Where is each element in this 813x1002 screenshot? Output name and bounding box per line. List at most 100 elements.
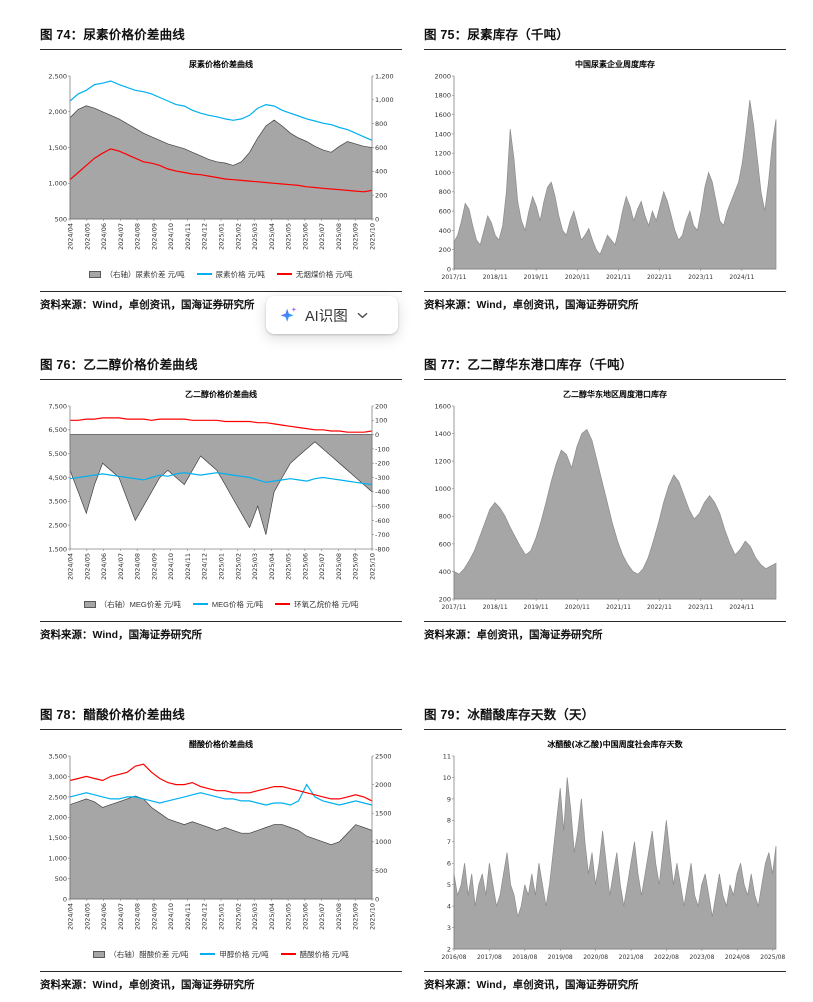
svg-text:800: 800 <box>439 513 451 521</box>
svg-text:2017/08: 2017/08 <box>477 954 502 961</box>
line-legend-marker <box>196 273 212 275</box>
figure-79: 图 79：冰醋酸库存天数（天） 冰醋酸(冰乙酸)中国周度社会库存天数 2 3 4 5 6 7… <box>424 700 786 992</box>
svg-text:2: 2 <box>447 945 451 953</box>
legend-label: 醋酸价格 元/吨 <box>299 949 349 959</box>
svg-text:2024/12: 2024/12 <box>201 553 209 580</box>
svg-text:2025/03: 2025/03 <box>251 553 259 580</box>
svg-text:1000: 1000 <box>375 838 392 846</box>
svg-text:2024/11: 2024/11 <box>184 223 192 250</box>
figure-76-chart: 乙二醇价格价差曲线 1,500 2,500 3,500 4,500 5,500 6,500 7… <box>40 386 402 591</box>
figure-74-source: 资料来源：Wind，卓创资讯，国海证券研究所 <box>40 291 402 312</box>
legend-item: MEG价格 元/吨 <box>192 599 263 610</box>
svg-text:0: 0 <box>63 895 67 903</box>
figure-74: 图 74：尿素价格价差曲线 尿素价格价差曲线 500 1,000 1,500 2,000… <box>40 20 402 312</box>
ai-recognize-button[interactable]: AI识图 <box>266 296 398 334</box>
svg-text:-500: -500 <box>375 503 390 511</box>
svg-text:1400: 1400 <box>434 430 451 438</box>
figure-75-chart: 中国尿素企业周度库存 0 200 400 600 800 1000 1200 1400 1600 1… <box>424 56 786 287</box>
svg-text:2025/07: 2025/07 <box>318 223 326 250</box>
legend-item: （右轴）醋酸价差 元/吨 <box>93 949 188 960</box>
svg-text:2019/11: 2019/11 <box>524 604 549 611</box>
svg-text:2021/11: 2021/11 <box>606 604 631 611</box>
figure-79-title: 图 79：冰醋酸库存天数（天） <box>424 700 786 730</box>
figure-77-title: 图 77：乙二醇华东港口库存（千吨） <box>424 350 786 380</box>
figure-77: 图 77：乙二醇华东港口库存（千吨） 乙二醇华东地区周度港口库存 200 400 60… <box>424 350 786 642</box>
svg-text:5,500: 5,500 <box>48 450 67 458</box>
area-legend-marker <box>93 950 106 958</box>
svg-text:2022/11: 2022/11 <box>647 274 672 281</box>
svg-text:400: 400 <box>439 568 451 576</box>
svg-text:2025/02: 2025/02 <box>234 903 242 930</box>
ai-recognize-label: AI识图 <box>305 308 348 325</box>
svg-text:600: 600 <box>439 208 451 216</box>
svg-text:4: 4 <box>447 903 451 911</box>
svg-text:1000: 1000 <box>434 485 451 493</box>
figure-76: 图 76：乙二醇价格价差曲线 乙二醇价格价差曲线 1,500 2,500 3,500 4… <box>40 350 402 642</box>
svg-text:2500: 2500 <box>375 752 392 760</box>
svg-text:3,000: 3,000 <box>48 773 67 781</box>
svg-text:2021/08: 2021/08 <box>619 954 644 961</box>
svg-text:2024/08: 2024/08 <box>725 954 750 961</box>
svg-text:冰醋酸(冰乙酸)中国周度社会库存天数: 冰醋酸(冰乙酸)中国周度社会库存天数 <box>547 739 683 749</box>
figure-75: 图 75：尿素库存（千吨） 中国尿素企业周度库存 0 200 400 600 800 100… <box>424 20 786 312</box>
svg-text:2025/08: 2025/08 <box>335 553 343 580</box>
svg-text:2025/04: 2025/04 <box>268 223 276 250</box>
svg-text:3,500: 3,500 <box>48 498 67 506</box>
svg-text:2024/11: 2024/11 <box>184 553 192 580</box>
svg-text:-400: -400 <box>375 488 390 496</box>
svg-text:2025/08: 2025/08 <box>335 223 343 250</box>
line-legend-marker <box>192 603 208 605</box>
figure-79-chart: 冰醋酸(冰乙酸)中国周度社会库存天数 2 3 4 5 6 7 8 9 10 11 2016/08 201… <box>424 736 786 967</box>
svg-text:2024/09: 2024/09 <box>150 903 158 930</box>
svg-text:3: 3 <box>447 924 451 932</box>
svg-text:2025/08: 2025/08 <box>335 903 343 930</box>
chevron-down-icon[interactable] <box>357 312 368 319</box>
svg-text:200: 200 <box>439 595 451 603</box>
svg-text:1600: 1600 <box>434 402 451 410</box>
svg-text:3,500: 3,500 <box>48 752 67 760</box>
svg-text:2,000: 2,000 <box>48 814 67 822</box>
svg-text:2020/08: 2020/08 <box>583 954 608 961</box>
svg-text:2024/10: 2024/10 <box>167 553 175 580</box>
svg-text:-600: -600 <box>375 517 390 525</box>
svg-text:1,500: 1,500 <box>48 545 67 553</box>
svg-text:0: 0 <box>447 265 451 273</box>
line-legend-marker <box>200 953 216 955</box>
svg-text:2024/12: 2024/12 <box>201 903 209 930</box>
svg-text:2025/06: 2025/06 <box>301 903 309 930</box>
svg-text:2021/11: 2021/11 <box>606 274 631 281</box>
svg-text:600: 600 <box>375 144 387 152</box>
svg-text:100: 100 <box>375 417 387 425</box>
figure-76-source: 资料来源：Wind，国海证券研究所 <box>40 621 402 642</box>
svg-text:2025/03: 2025/03 <box>251 903 259 930</box>
svg-text:0: 0 <box>375 431 379 439</box>
svg-text:2025/10: 2025/10 <box>369 553 377 580</box>
figure-78-source: 资料来源：Wind，卓创资讯，国海证券研究所 <box>40 971 402 992</box>
svg-text:5: 5 <box>447 881 451 889</box>
svg-text:1,000: 1,000 <box>375 96 394 104</box>
figure-77-chart: 乙二醇华东地区周度港口库存 200 400 600 800 1000 1200 1400 160… <box>424 386 786 617</box>
svg-text:1600: 1600 <box>434 111 451 119</box>
svg-text:2024/08: 2024/08 <box>134 223 142 250</box>
svg-text:2017/11: 2017/11 <box>442 274 467 281</box>
svg-text:2024/08: 2024/08 <box>134 553 142 580</box>
svg-text:2024/11: 2024/11 <box>184 903 192 930</box>
svg-text:7,500: 7,500 <box>48 402 67 410</box>
svg-text:乙二醇价格价差曲线: 乙二醇价格价差曲线 <box>185 389 257 399</box>
svg-text:2025/06: 2025/06 <box>301 223 309 250</box>
svg-text:-800: -800 <box>375 545 390 553</box>
svg-text:2025/05: 2025/05 <box>285 553 293 580</box>
area-legend-marker <box>89 270 102 278</box>
svg-text:1,200: 1,200 <box>375 72 394 80</box>
svg-text:2025/02: 2025/02 <box>234 553 242 580</box>
svg-text:2020/11: 2020/11 <box>565 274 590 281</box>
svg-text:2024/07: 2024/07 <box>117 903 125 930</box>
legend-item: （右轴）尿素价差 元/吨 <box>89 269 185 280</box>
figure-78-legend: （右轴）醋酸价差 元/吨 甲醇价格 元/吨 醋酸价格 元/吨 <box>40 941 402 967</box>
svg-text:1000: 1000 <box>434 169 451 177</box>
figure-78: 图 78：醋酸价格价差曲线 醋酸价格价差曲线 0 500 1,000 1,500 2,00… <box>40 700 402 992</box>
svg-text:2018/11: 2018/11 <box>483 604 508 611</box>
svg-text:2,000: 2,000 <box>48 108 67 116</box>
svg-text:2024/07: 2024/07 <box>117 223 125 250</box>
legend-label: 甲醇价格 元/吨 <box>219 949 269 959</box>
